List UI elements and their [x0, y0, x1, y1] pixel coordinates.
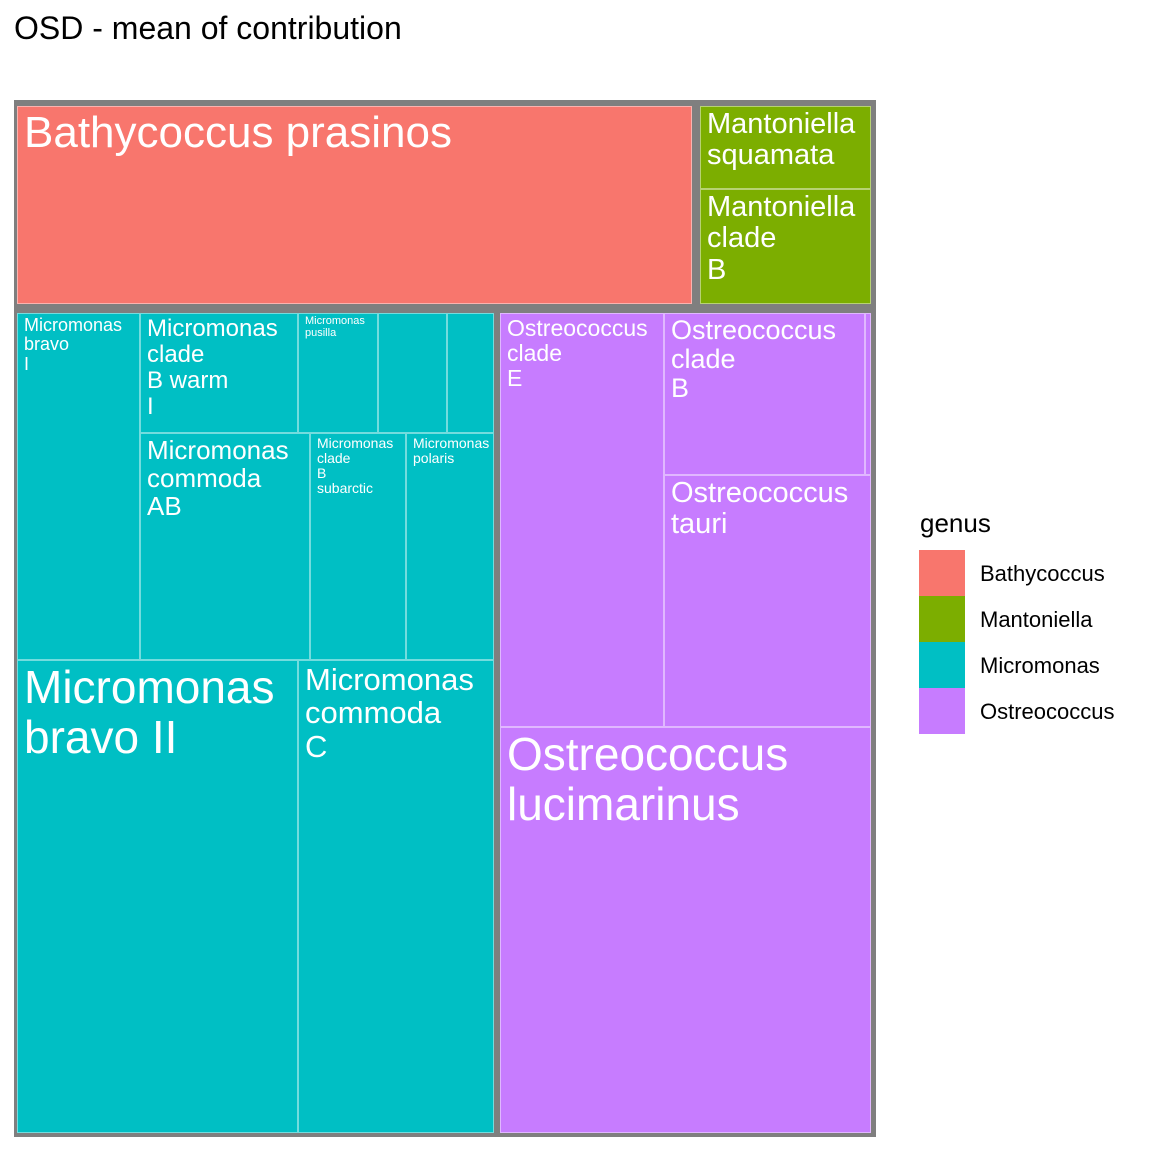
tile-label-micromonas-clade-b-warm-i: Micromonas clade B warm I — [147, 315, 278, 420]
legend-label-ostreococcus: Ostreococcus — [980, 699, 1115, 724]
chart-title: OSD - mean of contribution — [14, 10, 402, 46]
treemap-tile-micromonas-clade-b-subarctic: Micromonas clade B subarctic — [310, 433, 406, 660]
legend-swatch-micromonas — [919, 642, 965, 688]
legend-title: genus — [920, 508, 991, 538]
treemap-group-micromonas: Micromonas bravo I Micromonas clade B war… — [17, 313, 494, 1133]
legend-item-ostreococcus: Ostreococcus — [918, 688, 1152, 734]
tile-label-micromonas-commoda-ab: Micromonas commoda AB — [147, 435, 289, 522]
legend-label-micromonas: Micromonas — [980, 653, 1100, 678]
legend-label-mantoniella: Mantoniella — [980, 607, 1093, 632]
tile-label-micromonas-bravo-i: Micromonas bravo I — [24, 315, 123, 374]
treemap-tile-micromonas-pusilla: Micromonas pusilla — [298, 313, 378, 433]
tile-label-ostreococcus-tauri: Ostreococcus tauri — [671, 477, 849, 541]
treemap-tile-ostreococcus-lucimarinus: Ostreococcus lucimarinus — [500, 727, 871, 1133]
treemap-tile-ostreococcus-unlabeled-2 — [865, 313, 871, 475]
legend-swatch-ostreococcus — [919, 688, 965, 734]
treemap-tile-ostreococcus-clade-b: Ostreococcus clade B — [664, 313, 865, 475]
treemap-tile-micromonas-commoda-ab: Micromonas commoda AB — [140, 433, 310, 660]
legend-item-bathycoccus: Bathycoccus — [918, 550, 1152, 596]
legend-label-bathycoccus: Bathycoccus — [980, 561, 1105, 586]
tile-label-bathycoccus-prasinos: Bathycoccus prasinos — [24, 108, 452, 157]
treemap-tile-ostreococcus-clade-e: Ostreococcus clade E — [500, 313, 664, 727]
treemap-tile-micromonas-bravo-ii: Micromonas bravo II — [17, 660, 298, 1133]
tile-label-micromonas-pusilla: Micromonas pusilla — [305, 315, 365, 339]
tile-label-mantoniella-clade-b: Mantoniella clade B — [707, 191, 856, 286]
legend-swatch-bathycoccus — [919, 550, 965, 596]
treemap-group-ostreococcus: Ostreococcus clade E Ostreococcus clade B… — [500, 313, 871, 1133]
treemap-group-bathycoccus: Bathycoccus prasinos — [17, 106, 692, 304]
treemap-tile-mantoniella-squamata: Mantoniella squamata — [700, 106, 871, 189]
treemap-tile-micromonas-polaris: Micromonas polaris — [406, 433, 494, 660]
legend-item-mantoniella: Mantoniella — [918, 596, 1152, 642]
treemap-area: Bathycoccus prasinos Mantoniella squamata… — [14, 100, 876, 1137]
tile-label-micromonas-polaris: Micromonas polaris — [413, 435, 490, 467]
legend-item-micromonas: Micromonas — [918, 642, 1152, 688]
tile-label-ostreococcus-lucimarinus: Ostreococcus lucimarinus — [507, 728, 789, 830]
tile-label-micromonas-commoda-c: Micromonas commoda C — [305, 662, 474, 764]
treemap-group-mantoniella: Mantoniella squamata Mantoniella clade B — [700, 106, 871, 304]
tile-label-ostreococcus-clade-b: Ostreococcus clade B — [671, 315, 837, 404]
treemap-tile-mantoniella-clade-b: Mantoniella clade B — [700, 189, 871, 304]
tile-label-micromonas-clade-b-subarctic: Micromonas clade B subarctic — [317, 435, 394, 497]
tile-label-mantoniella-squamata: Mantoniella squamata — [707, 108, 856, 172]
tile-label-micromonas-bravo-ii: Micromonas bravo II — [24, 661, 275, 763]
treemap-tile-micromonas-unlabeled-4 — [447, 313, 494, 433]
treemap-tile-micromonas-unlabeled-3 — [378, 313, 447, 433]
legend-swatch-mantoniella — [919, 596, 965, 642]
treemap-tile-micromonas-clade-b-warm-i: Micromonas clade B warm I — [140, 313, 298, 433]
treemap-tile-bathycoccus-prasinos: Bathycoccus prasinos — [17, 106, 692, 304]
treemap-tile-micromonas-commoda-c: Micromonas commoda C — [298, 660, 494, 1133]
treemap-tile-micromonas-bravo-i: Micromonas bravo I — [17, 313, 140, 660]
tile-label-ostreococcus-clade-e: Ostreococcus clade E — [507, 315, 648, 391]
treemap-tile-ostreococcus-tauri: Ostreococcus tauri — [664, 475, 871, 727]
